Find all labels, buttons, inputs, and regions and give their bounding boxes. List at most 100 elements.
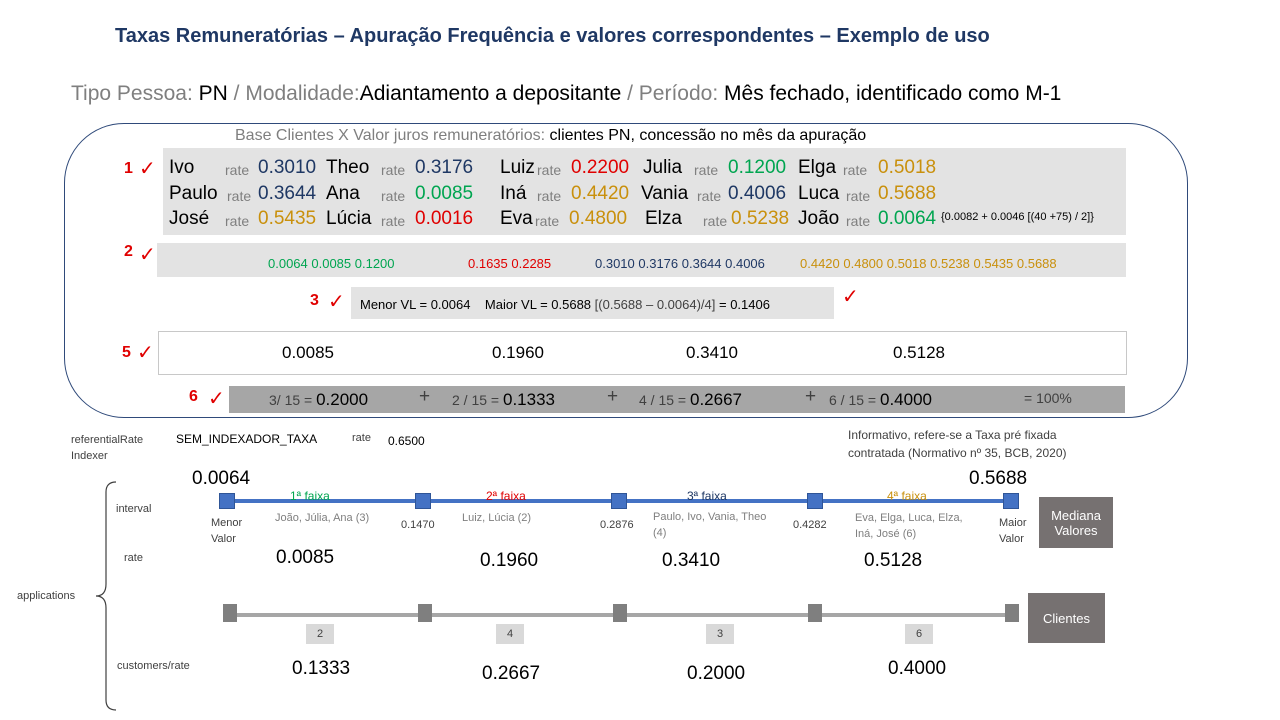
check-icon: ✓ — [139, 244, 156, 266]
median-1: 0.0085 — [282, 343, 334, 362]
median-4: 0.5128 — [893, 343, 945, 362]
informativo-line2: contratada (Normativo nº 35, BCB, 2020) — [848, 446, 1067, 460]
client-name: Iná — [500, 183, 527, 204]
sorted-blue: 0.3010 0.3176 0.3644 0.4006 — [595, 256, 765, 271]
median-3: 0.3410 — [686, 343, 738, 362]
faixa-4-label: 4ª faixa — [887, 489, 927, 503]
min-value: Menor VL = 0.0064 — [360, 297, 471, 312]
step-5-number: 5 — [122, 344, 131, 361]
client-name: Luiz — [500, 157, 535, 178]
customers-rate-2: 0.2667 — [482, 663, 541, 684]
check-icon: ✓ — [328, 291, 345, 313]
faixa-3-members-count: (4) — [653, 527, 667, 539]
step-6-number: 6 — [189, 388, 198, 405]
customers-rate-4: 0.4000 — [888, 658, 947, 679]
mediana-valores-box: Mediana Valores — [1039, 497, 1113, 548]
freq-3-fraction: 4 / 15 = — [639, 392, 690, 408]
separator: / — [621, 82, 639, 105]
count-4: 6 — [905, 624, 933, 644]
client-rate-label: rate — [537, 162, 562, 178]
interval-node — [807, 493, 823, 509]
customers-rate-3: 0.2000 — [687, 663, 746, 684]
rate-3: 0.3410 — [662, 550, 721, 571]
client-rate-value: 0.5018 — [878, 157, 937, 178]
menor-label: Menor — [211, 517, 243, 529]
rate-4: 0.5128 — [864, 550, 923, 571]
faixa-2-members: Luiz, Lúcia (2) — [462, 512, 532, 524]
frequency-box — [229, 386, 1125, 413]
freq-4: 6 / 15 = 0.4000 — [829, 390, 932, 410]
faixa-4-members-2: Iná, José (6) — [855, 528, 917, 540]
periodo-value: Mês fechado, identificado como M-1 — [724, 82, 1062, 105]
client-rate-value: 0.5688 — [878, 183, 937, 204]
client-rate-value: 0.3176 — [415, 157, 474, 178]
client-rate-label: rate — [227, 188, 252, 204]
limit-2: 0.2876 — [600, 519, 634, 531]
client-rate-label: rate — [381, 188, 406, 204]
client-rate-value: 0.5435 — [258, 208, 317, 229]
step-2-number: 2 — [124, 243, 133, 260]
client-rate-label: rate — [846, 188, 871, 204]
client-rate-value: 0.5238 — [731, 208, 790, 229]
client-name: Ivo — [169, 157, 195, 178]
client-name: Julia — [643, 157, 683, 178]
max-value: Maior VL = 0.5688 — [484, 297, 592, 312]
client-rate-value: 0.4006 — [728, 183, 787, 204]
range-result: = 0.1406 — [719, 297, 770, 312]
freq-3: 4 / 15 = 0.2667 — [639, 390, 742, 410]
client-name: Theo — [326, 157, 370, 178]
applications-label: applications — [17, 590, 76, 602]
faixa-3-members: Paulo, Ivo, Vania, Theo — [653, 511, 767, 523]
rate-label: rate — [352, 432, 371, 444]
count-1: 2 — [306, 624, 334, 644]
tipo-value: PN — [198, 82, 228, 105]
client-rate-label: rate — [381, 162, 406, 178]
clients-node — [223, 604, 237, 622]
limit-3: 0.4282 — [793, 519, 827, 531]
client-rate-label: rate — [535, 213, 560, 229]
freq-total: = 100% — [1024, 390, 1072, 406]
client-rate-label: rate — [225, 213, 250, 229]
client-name: Vania — [641, 183, 689, 204]
client-rate-label: rate — [703, 213, 728, 229]
client-rate-value: 0.3010 — [258, 157, 317, 178]
faixa-2-label: 2ª faixa — [486, 489, 526, 503]
applications-brace — [95, 481, 117, 711]
client-name: José — [169, 208, 210, 229]
range-calc: [(0.5688 – 0.0064)/4] — [594, 297, 716, 312]
freq-1-value: 0.2000 — [316, 390, 369, 409]
check-icon: ✓ — [139, 158, 156, 180]
faixa-4-members: Eva, Elga, Luca, Elza, — [855, 512, 963, 524]
periodo-label: Período: — [638, 82, 725, 105]
interval-node — [219, 493, 235, 509]
step-1-number: 1 — [124, 160, 133, 177]
client-name: Elga — [798, 157, 837, 178]
sorted-red: 0.1635 0.2285 — [468, 256, 552, 271]
step-3-number: 3 — [310, 292, 319, 309]
client-rate-value: 0.3644 — [258, 183, 317, 204]
indexer-value: SEM_INDEXADOR_TAXA — [176, 432, 318, 446]
client-rate-label: rate — [537, 188, 562, 204]
joao-note: {0.0082 + 0.0046 [(40 +75) / 2]} — [941, 211, 1094, 223]
faixa-1-label: 1ª faixa — [290, 489, 330, 503]
freq-2-fraction: 2 / 15 = — [452, 392, 503, 408]
client-rate-value: 0.0064 — [878, 208, 937, 229]
faixa-1-members: João, Júlia, Ana (3) — [275, 512, 370, 524]
client-name: Elza — [645, 208, 682, 229]
clients-node — [1005, 604, 1019, 622]
clients-node — [418, 604, 432, 622]
freq-2-value: 0.1333 — [502, 390, 555, 409]
separator: / — [227, 82, 246, 105]
base-header: Base Clientes X Valor juros remuneratóri… — [235, 127, 866, 145]
client-name: Paulo — [169, 183, 218, 204]
min-max-box — [351, 287, 834, 319]
mediana-label: Mediana — [1051, 507, 1101, 523]
rate-row-label: rate — [124, 552, 143, 564]
interval-label: interval — [116, 503, 152, 515]
max-value-label: 0.5688 — [969, 468, 1028, 489]
rate-2: 0.1960 — [480, 550, 539, 571]
interval-node — [1003, 493, 1019, 509]
maior-label: Maior — [999, 517, 1027, 529]
count-2: 4 — [496, 624, 524, 644]
valor-label: Valor — [999, 533, 1024, 545]
